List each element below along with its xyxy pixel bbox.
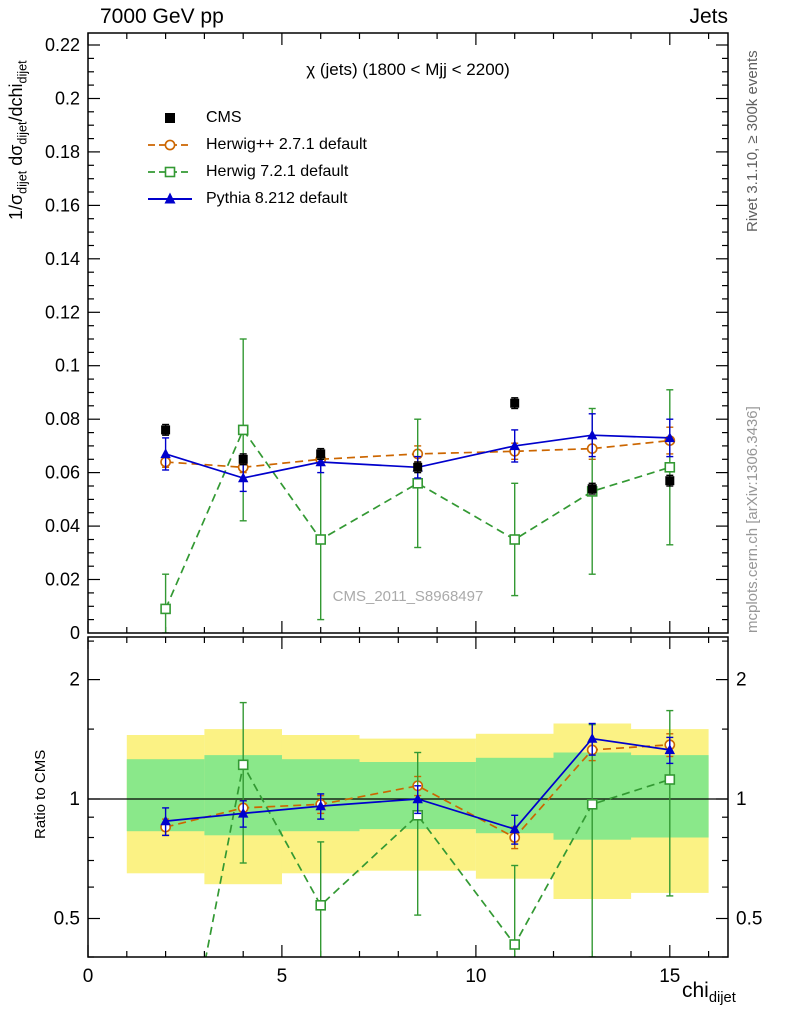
herwig7-main	[160, 338, 676, 633]
main-panel-frame	[87, 32, 729, 634]
pythia-ratio	[160, 722, 675, 845]
axis-tick-labels: 0 5 10 15 0 0.02 0.04 0.06 0.08 0.1 0.12 0.14 0.16 0.…	[45, 35, 762, 987]
svg-text:0.16: 0.16	[45, 195, 80, 215]
svg-text:15: 15	[659, 966, 680, 987]
svg-text:0.12: 0.12	[45, 302, 80, 322]
svg-text:1: 1	[69, 789, 80, 810]
pythia-marker-icon	[148, 192, 192, 203]
y-title-sub-1: dijet	[15, 170, 30, 194]
herwig7-marker-icon	[148, 166, 192, 177]
ratio-panel-frame	[87, 636, 729, 958]
svg-text:0: 0	[83, 966, 94, 987]
legend: CMS Herwig++ 2.7.1 default Herwig 7.2.1 …	[146, 104, 367, 212]
svg-text:0.02: 0.02	[45, 570, 80, 590]
herwig7-ratio	[205, 701, 676, 957]
svg-text:10: 10	[465, 966, 486, 987]
svg-text:0.5: 0.5	[54, 909, 80, 930]
x-title-part: chi	[682, 979, 709, 1002]
svg-text:0.04: 0.04	[45, 516, 80, 536]
svg-text:0.18: 0.18	[45, 142, 80, 162]
svg-text:2: 2	[69, 670, 80, 691]
herwigpp-marker-icon	[148, 139, 192, 150]
rivet-version-label: Rivet 3.1.10, ≥ 300k events	[744, 50, 761, 232]
legend-item-pythia: Pythia 8.212 default	[146, 185, 367, 212]
svg-text:0.1: 0.1	[55, 356, 80, 376]
y-axis-title-main: 1/σdijet dσdijet/dchidijet	[6, 60, 29, 220]
legend-label-cms: CMS	[206, 108, 242, 126]
analysis-group-title: Jets	[689, 5, 728, 28]
x-title-sub: dijet	[708, 990, 736, 1007]
observable-annotation: χ (jets) (1800 < Mjj < 2200)	[306, 60, 510, 79]
y-title-part-3: /dchi	[6, 83, 26, 122]
y-title-sub-3: dijet	[15, 60, 30, 84]
legend-item-herwig7: Herwig 7.2.1 default	[146, 158, 367, 185]
mcplots-credit-label: mcplots.cern.ch [arXiv:1306.3436]	[744, 406, 761, 633]
svg-text:0.08: 0.08	[45, 409, 80, 429]
axis-ticks	[87, 33, 728, 958]
cms-main	[161, 397, 675, 495]
cms-marker-icon	[165, 112, 175, 123]
svg-text:2: 2	[736, 670, 747, 691]
y-title-part-2: dσ	[6, 144, 26, 171]
svg-text:5: 5	[277, 966, 288, 987]
svg-text:0.14: 0.14	[45, 249, 80, 269]
y-axis-title-ratio: Ratio to CMS	[32, 749, 49, 839]
beam-energy-title: 7000 GeV pp	[100, 5, 224, 28]
y-title-sub-2: dijet	[15, 121, 30, 145]
y-title-part-1: 1/σ	[6, 193, 26, 220]
legend-label-herwigpp: Herwig++ 2.7.1 default	[206, 135, 367, 153]
svg-text:0.06: 0.06	[45, 463, 80, 483]
x-axis-title: chidijet	[682, 979, 736, 1006]
svg-text:0.2: 0.2	[55, 89, 80, 109]
analysis-watermark: CMS_2011_S8968497	[332, 588, 484, 605]
legend-item-herwigpp: Herwig++ 2.7.1 default	[146, 131, 367, 158]
legend-item-cms: CMS	[146, 104, 367, 131]
svg-text:0.22: 0.22	[45, 35, 80, 55]
legend-label-pythia: Pythia 8.212 default	[206, 189, 348, 207]
legend-label-herwig7: Herwig 7.2.1 default	[206, 162, 349, 180]
svg-text:1: 1	[736, 789, 747, 810]
svg-text:0.5: 0.5	[736, 909, 762, 930]
svg-text:0: 0	[70, 623, 80, 643]
